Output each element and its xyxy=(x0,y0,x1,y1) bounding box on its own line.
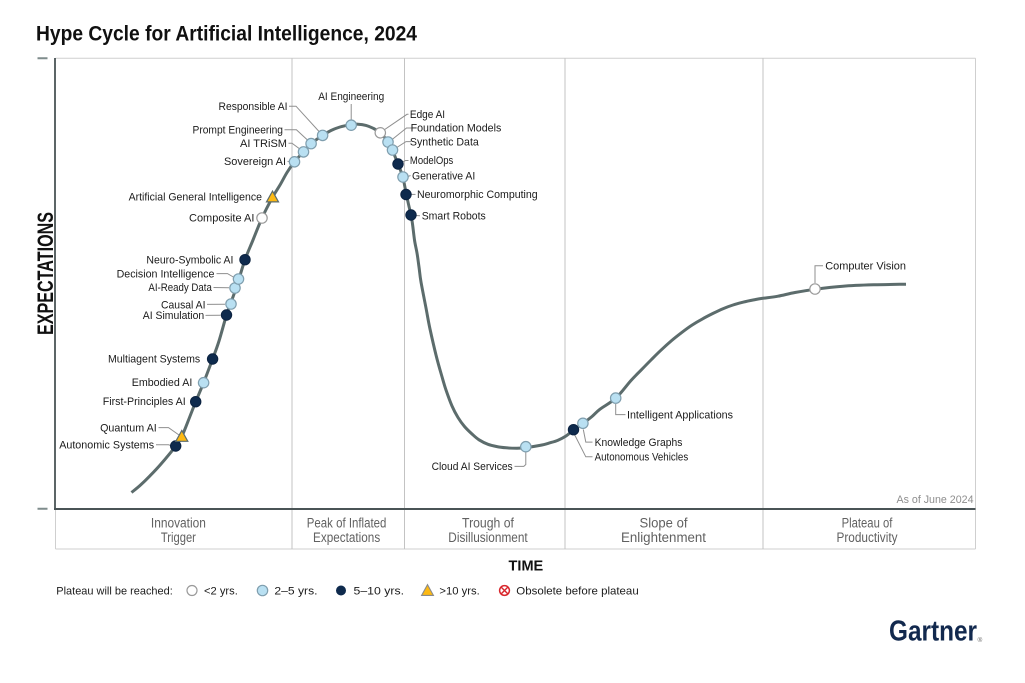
svg-text:Responsible AI: Responsible AI xyxy=(219,101,288,113)
svg-text:Computer Vision: Computer Vision xyxy=(825,261,906,273)
svg-text:Neuromorphic Computing: Neuromorphic Computing xyxy=(417,189,538,201)
svg-text:Multiagent Systems: Multiagent Systems xyxy=(108,353,201,365)
svg-text:>10 yrs.: >10 yrs. xyxy=(439,586,479,598)
svg-text:Disillusionment: Disillusionment xyxy=(448,530,528,545)
svg-text:Sovereign AI: Sovereign AI xyxy=(224,156,286,168)
svg-text:Intelligent Applications: Intelligent Applications xyxy=(627,409,733,421)
svg-text:Gartner: Gartner xyxy=(889,615,977,647)
svg-text:First-Principles AI: First-Principles AI xyxy=(103,396,186,408)
svg-text:Trough of: Trough of xyxy=(462,516,514,531)
svg-text:5–10 yrs.: 5–10 yrs. xyxy=(354,586,405,598)
svg-text:As of June 2024: As of June 2024 xyxy=(897,494,974,506)
svg-text:Quantum AI: Quantum AI xyxy=(100,422,157,434)
svg-text:AI Simulation: AI Simulation xyxy=(143,310,204,322)
svg-text:Embodied AI: Embodied AI xyxy=(132,377,193,389)
svg-text:Autonomic Systems: Autonomic Systems xyxy=(59,440,154,452)
svg-text:Enlightenment: Enlightenment xyxy=(621,530,706,545)
svg-text:Innovation: Innovation xyxy=(151,516,206,531)
svg-text:Foundation Models: Foundation Models xyxy=(411,123,502,135)
svg-text:Plateau will be reached:: Plateau will be reached: xyxy=(56,586,173,598)
svg-text:Cloud AI Services: Cloud AI Services xyxy=(432,461,514,473)
svg-text:Productivity: Productivity xyxy=(837,530,898,545)
svg-text:Obsolete before plateau: Obsolete before plateau xyxy=(516,586,638,598)
svg-text:Generative AI: Generative AI xyxy=(412,170,475,182)
svg-text:Smart Robots: Smart Robots xyxy=(422,211,487,223)
svg-text:Trigger: Trigger xyxy=(161,530,196,545)
svg-text:AI-Ready Data: AI-Ready Data xyxy=(148,282,212,294)
svg-text:EXPECTATIONS: EXPECTATIONS xyxy=(33,212,58,335)
svg-text:Peak of Inflated: Peak of Inflated xyxy=(307,516,387,531)
svg-text:AI TRiSM: AI TRiSM xyxy=(240,138,287,150)
svg-text:ModelOps: ModelOps xyxy=(410,155,454,167)
svg-text:Expectations: Expectations xyxy=(313,530,380,545)
svg-text:Plateau of: Plateau of xyxy=(842,516,893,531)
svg-text:Composite AI: Composite AI xyxy=(189,213,254,225)
svg-text:Prompt Engineering: Prompt Engineering xyxy=(193,124,284,136)
svg-text:Slope of: Slope of xyxy=(640,516,688,531)
svg-text:Artificial General Intelligenc: Artificial General Intelligence xyxy=(129,191,262,203)
svg-text:<2 yrs.: <2 yrs. xyxy=(204,586,238,598)
svg-text:Causal AI: Causal AI xyxy=(161,299,206,311)
svg-text:Knowledge Graphs: Knowledge Graphs xyxy=(595,437,683,449)
svg-text:TIME: TIME xyxy=(509,559,544,575)
svg-text:Neuro-Symbolic AI: Neuro-Symbolic AI xyxy=(146,254,233,266)
svg-text:Synthetic Data: Synthetic Data xyxy=(410,136,480,148)
svg-text:Autonomous Vehicles: Autonomous Vehicles xyxy=(595,452,689,464)
svg-text:Edge AI: Edge AI xyxy=(410,109,445,121)
svg-text:Hype Cycle for Artificial Inte: Hype Cycle for Artificial Intelligence, … xyxy=(36,23,417,46)
svg-text:AI Engineering: AI Engineering xyxy=(318,91,384,103)
svg-text:2–5 yrs.: 2–5 yrs. xyxy=(274,586,317,598)
svg-text:®: ® xyxy=(978,636,983,644)
svg-text:Decision Intelligence: Decision Intelligence xyxy=(117,268,215,280)
